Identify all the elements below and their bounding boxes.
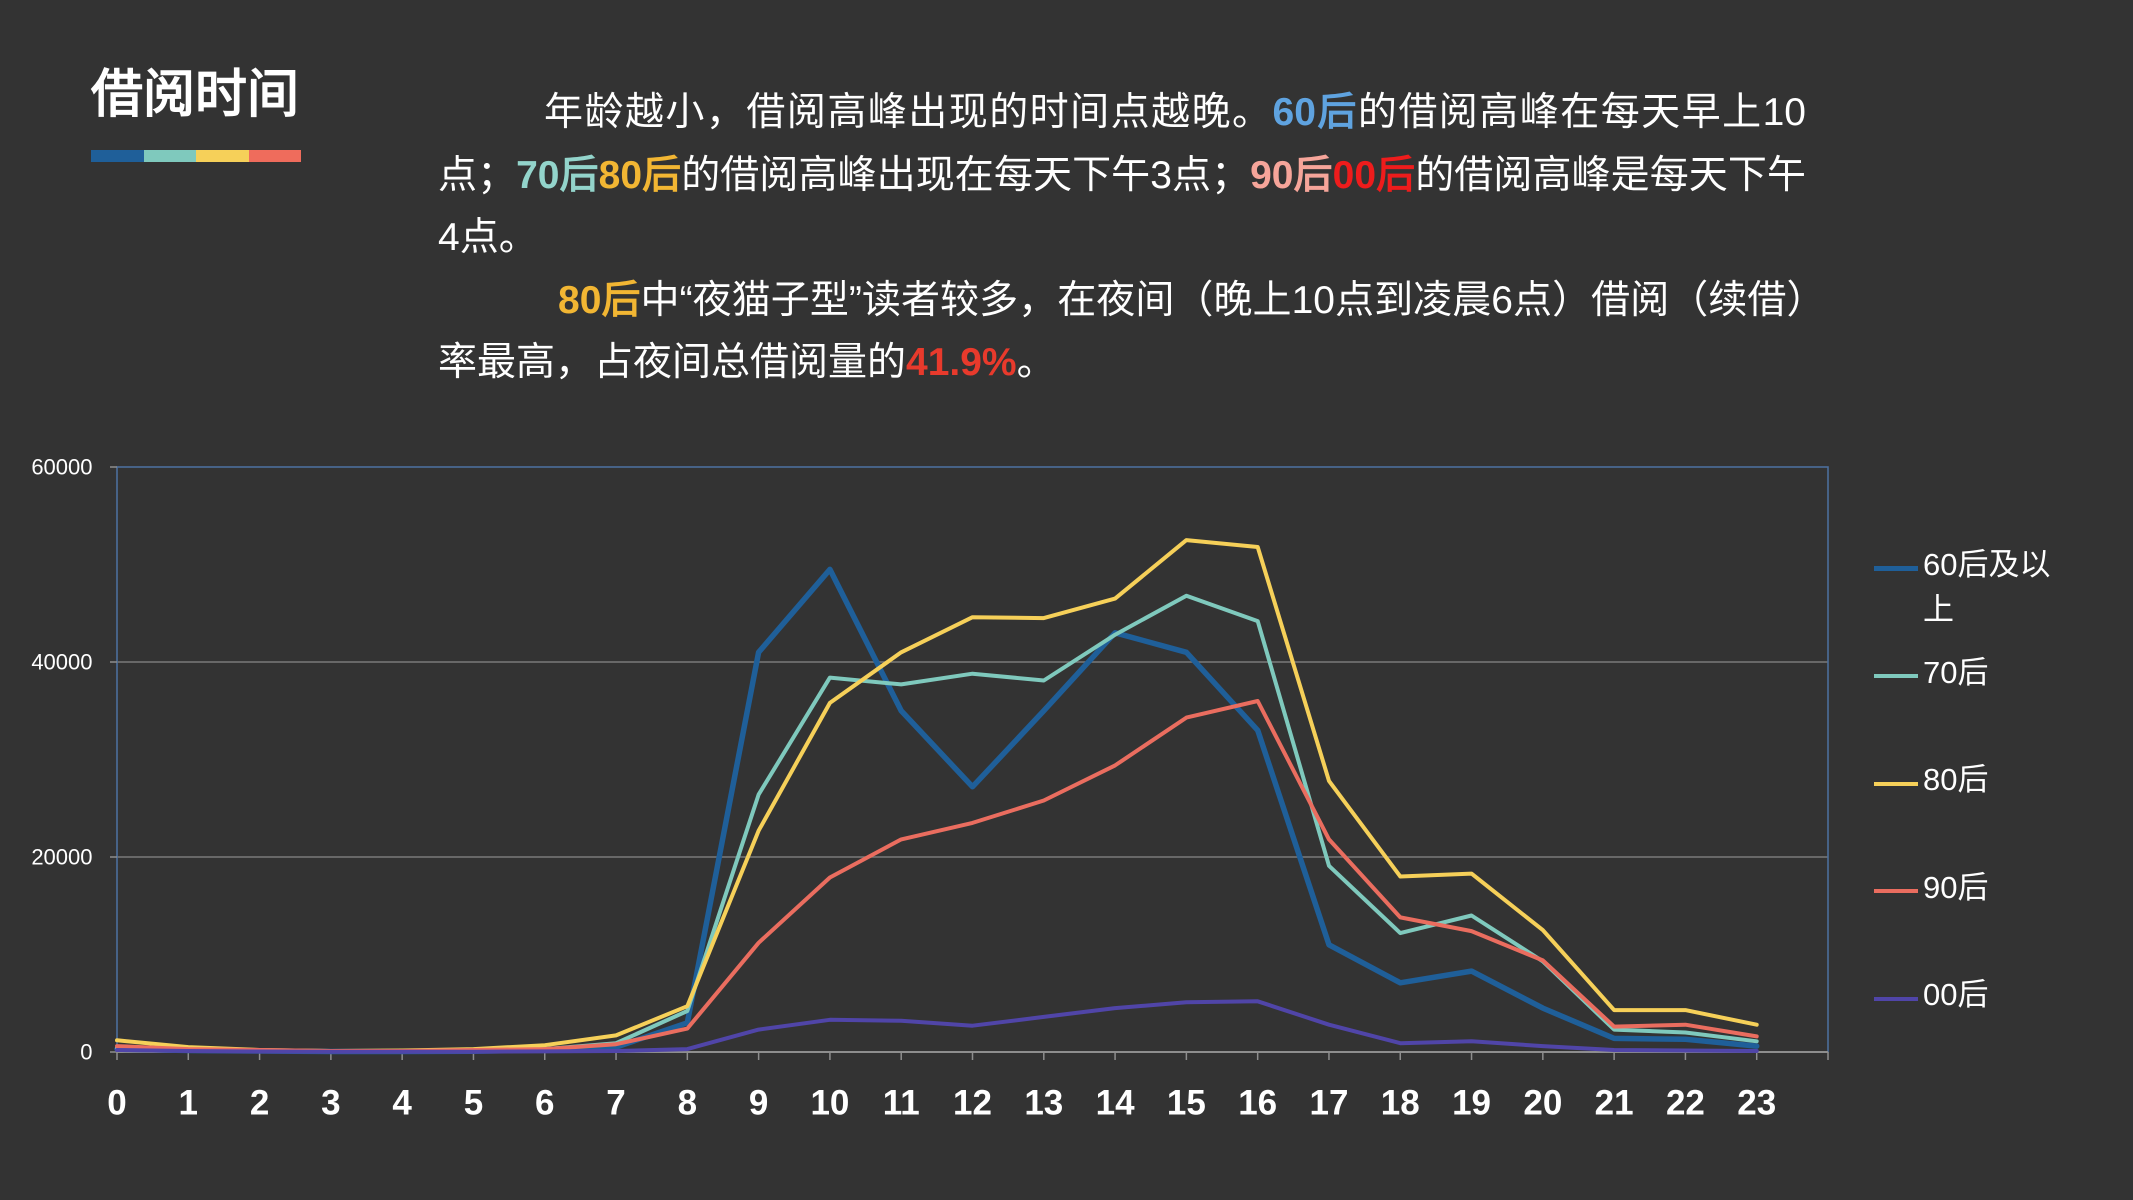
x-axis-ticks: 0 1 2 3 4 5 6 7 8 9 10 11 12 13 14 15 16 17 18 19 20 21 22 23	[107, 1052, 1829, 1123]
y-tick-label: 40000	[31, 650, 92, 675]
paragraph-text: 中“夜猫子型”读者较多，在夜间（晚上10点到凌晨6点）借阅（续借）率最高，占夜间…	[438, 278, 1806, 385]
legend-item-00s: 00后	[1874, 972, 1988, 1017]
highlight-cohort-70s: 70后	[516, 153, 599, 197]
x-tick-label: 20	[1523, 1084, 1562, 1123]
legend-swatch	[1874, 996, 1918, 1001]
legend-swatch	[1874, 889, 1918, 893]
y-axis-ticks: 0 20000 40000 60000	[31, 455, 117, 1065]
paragraph-text: 的借阅高峰出现在每天下午3点；	[681, 153, 1251, 197]
paragraph-text: 的借阅高峰在每天早上10点；	[438, 91, 1806, 197]
x-tick-label: 19	[1452, 1084, 1491, 1123]
x-tick-label: 8	[678, 1084, 697, 1123]
highlight-cohort-60s: 60后	[1272, 91, 1358, 134]
x-tick-label: 7	[606, 1084, 625, 1123]
x-tick-label: 23	[1737, 1084, 1776, 1123]
legend-label: 00后	[1923, 977, 1989, 1012]
series-line-70s	[115, 593, 1759, 1053]
x-tick-label: 13	[1024, 1084, 1063, 1123]
x-tick-label: 15	[1167, 1084, 1206, 1123]
paragraph-text: 年龄越小，借阅高峰出现的时间点越晚。	[544, 91, 1273, 134]
chart-grid	[117, 661, 1828, 858]
x-tick-label: 16	[1238, 1084, 1277, 1123]
paragraph-text: 。	[1016, 341, 1056, 384]
legend-item-70s: 70后	[1874, 650, 1988, 695]
x-tick-label: 3	[321, 1084, 340, 1123]
legend-item-80s: 80后	[1874, 757, 1988, 802]
x-tick-label: 9	[749, 1084, 768, 1123]
legend-swatch	[1874, 565, 1918, 571]
x-tick-label: 12	[953, 1084, 992, 1123]
borrowing-time-line-chart: 0 1 2 3 4 5 6 7 8 9 10 11 12 13 14 15 16 17 18 19 20 21 22 23 0…	[31, 455, 1829, 1123]
series-line-60s-and-above	[114, 566, 1760, 1055]
series-lines	[114, 538, 1760, 1055]
description-paragraph-night-owls: 80后中“夜猫子型”读者较多，在夜间（晚上10点到凌晨6点）借阅（续借）率最高，…	[438, 270, 1806, 395]
accent-segment-blue	[91, 150, 144, 162]
x-tick-label: 17	[1309, 1084, 1348, 1123]
x-tick-label: 11	[883, 1084, 920, 1123]
x-tick-label: 6	[535, 1084, 554, 1123]
x-tick-label: 18	[1381, 1084, 1420, 1123]
series-line-80s	[115, 538, 1759, 1053]
legend-label: 70后	[1923, 654, 1989, 690]
accent-segment-yellow	[196, 150, 249, 162]
description-text: 年龄越小，借阅高峰出现的时间点越晚。60后的借阅高峰在每天早上10点；70后80…	[438, 82, 1806, 395]
legend-item-60s-and-above: 60后及以上	[1874, 542, 2073, 632]
x-tick-label: 22	[1666, 1084, 1705, 1123]
series-line-90s	[115, 699, 1759, 1053]
description-paragraph-peak-times: 年龄越小，借阅高峰出现的时间点越晚。60后的借阅高峰在每天早上10点；70后80…	[438, 82, 1806, 270]
highlight-percentage: 41.9%	[906, 341, 1017, 384]
x-tick-label: 2	[250, 1084, 269, 1123]
slide-title: 借阅时间	[91, 66, 300, 124]
x-tick-label: 1	[179, 1084, 198, 1123]
x-tick-label: 14	[1096, 1084, 1135, 1123]
legend-swatch	[1874, 674, 1918, 678]
x-tick-label: 21	[1595, 1084, 1634, 1123]
legend-label: 80后	[1923, 762, 1989, 797]
highlight-cohort-80s: 80后	[558, 278, 641, 322]
x-tick-label: 5	[464, 1084, 483, 1123]
highlight-cohort-00s: 00后	[1332, 153, 1416, 197]
legend-item-90s: 90后	[1874, 865, 1988, 910]
series-line-00s	[115, 999, 1759, 1054]
accent-segment-salmon	[248, 150, 301, 162]
x-tick-label: 10	[810, 1084, 849, 1123]
highlight-cohort-80s: 80后	[598, 153, 682, 197]
legend-swatch	[1874, 781, 1918, 786]
y-tick-label: 60000	[31, 455, 92, 480]
legend-label: 90后	[1923, 869, 1989, 905]
title-accent-bar	[91, 150, 301, 162]
accent-segment-teal	[143, 150, 196, 162]
x-tick-label: 4	[392, 1084, 412, 1123]
legend-label: 60后及以上	[1923, 547, 2051, 627]
highlight-cohort-90s: 90后	[1250, 153, 1333, 197]
y-tick-label: 0	[80, 1040, 92, 1065]
paragraph-text: 的借阅高峰是每天下午4点。	[438, 153, 1806, 260]
x-tick-label: 0	[107, 1084, 126, 1123]
y-tick-label: 20000	[31, 845, 92, 870]
